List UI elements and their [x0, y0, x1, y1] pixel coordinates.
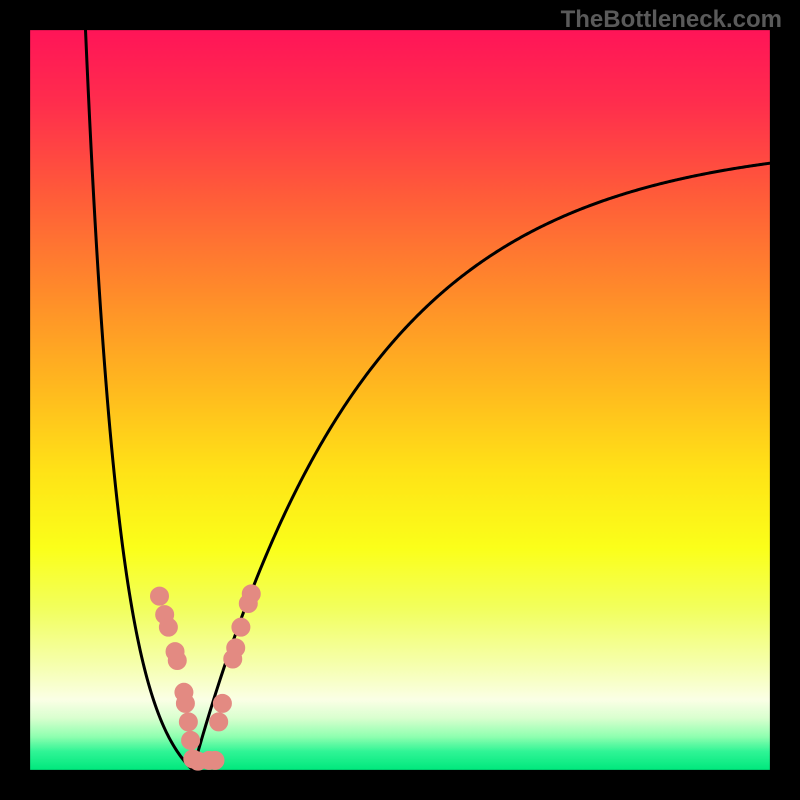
watermark-text: TheBottleneck.com [561, 6, 782, 34]
bottleneck-chart: TheBottleneck.com [0, 0, 800, 800]
bead-marker [227, 639, 245, 657]
chart-frame [15, 15, 785, 785]
curve-layer [0, 0, 800, 800]
bottleneck-curve [86, 30, 771, 770]
bead-marker [232, 618, 250, 636]
bead-marker [151, 587, 169, 605]
bead-marker [176, 694, 194, 712]
bead-marker [159, 618, 177, 636]
bead-marker [210, 713, 228, 731]
bead-marker [168, 651, 186, 669]
bead-marker [179, 713, 197, 731]
bead-marker [213, 694, 231, 712]
bead-marker [242, 585, 260, 603]
bead-marker [182, 731, 200, 749]
bead-marker [206, 751, 224, 769]
